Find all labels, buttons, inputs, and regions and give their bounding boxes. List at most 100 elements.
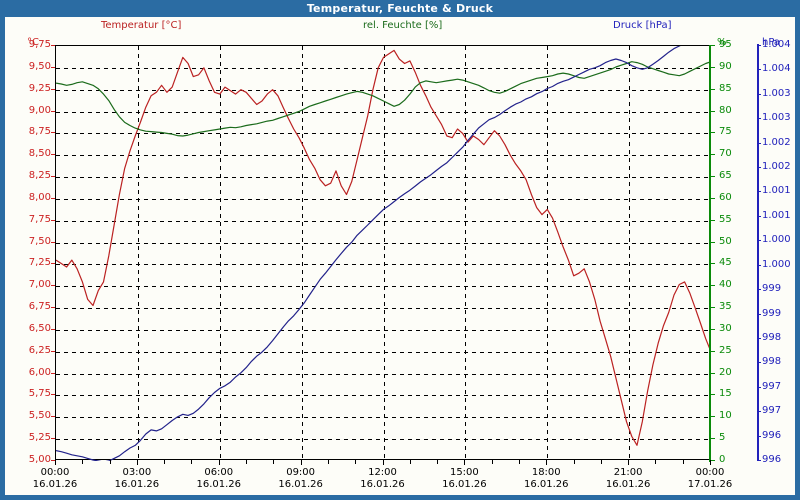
temperature-tick-mark [51,285,55,287]
humidity-tick-label: 20 [719,366,732,378]
temperature-tick-label: 9,75 [28,39,51,50]
time-tick-mark [164,460,166,464]
humidity-tick-mark [711,241,715,243]
pressure-tick-mark [757,240,761,242]
pressure-tick-label: 998 [762,356,782,368]
temperature-tick-mark [51,263,55,265]
time-tick-mark [136,460,138,465]
pressure-tick-label: 1.001 [762,209,791,221]
time-tick-mark [710,460,711,465]
humidity-tick-label: 0 [719,454,726,465]
temperature-tick-mark [51,438,55,440]
humidity-tick-mark [711,154,715,156]
humidity-tick-mark [711,88,715,90]
pressure-tick-mark [757,460,761,461]
temperature-tick-mark [51,241,55,243]
time-axis-label-time: 12:00 [368,467,397,478]
temperature-tick-label: 6,50 [28,322,51,334]
time-axis-label: 12:00 16.01.26 [348,467,418,491]
temperature-tick-mark [51,176,55,178]
temperature-tick-mark [51,416,55,418]
time-tick-mark [109,460,111,464]
temperature-tick-label: 5,50 [28,410,51,422]
pressure-axis-spine [757,44,759,461]
pressure-tick-label: 1.003 [762,87,791,99]
pressure-tick-label: 997 [762,405,782,417]
temperature-tick-label: 8,25 [28,170,51,182]
time-axis-label: 18:00 16.01.26 [511,467,581,491]
plot-series [56,46,711,461]
time-tick-mark [55,460,56,465]
pressure-tick-label: 1.002 [762,136,791,148]
humidity-tick-mark [711,197,715,199]
temperature-tick-mark [51,460,55,461]
time-axis-label: 15:00 16.01.26 [429,467,499,491]
time-axis-label-time: 06:00 [204,467,234,478]
pressure-tick-mark [757,313,761,315]
temperature-tick-label: 9,50 [28,60,51,72]
pressure-tick-label: 1.000 [762,234,791,246]
temperature-tick-mark [51,66,55,68]
temperature-tick-mark [51,197,55,199]
humidity-tick-mark [711,176,715,178]
time-axis-label: 21:00 16.01.26 [593,467,663,491]
time-tick-mark [382,460,384,465]
pressure-tick-label: 996 [762,454,782,465]
humidity-tick-label: 25 [719,344,732,356]
humidity-tick-mark [711,219,715,221]
pressure-tick-mark [757,215,761,217]
humidity-tick-mark [711,263,715,265]
series-line-pressure [56,46,681,461]
temperature-tick-label: 7,75 [28,213,51,225]
temperature-tick-mark [51,219,55,221]
humidity-axis: 95 90 85 80 75 70 65 60 55 50 45 40 35 30 25 20 15 10 5 0 [719,40,759,465]
window-titlebar: Temperatur, Feuchte & Druck [0,0,800,17]
humidity-tick-mark [711,66,715,68]
pressure-tick-mark [757,435,761,437]
temperature-tick-mark [51,132,55,134]
pressure-axis: 1.004 1.004 1.003 1.003 1.002 1.002 1.001 1.001… [762,40,795,465]
pressure-tick-mark [757,411,761,413]
humidity-tick-mark [711,394,715,396]
time-tick-mark [409,460,411,464]
humidity-tick-mark [711,285,715,287]
time-tick-mark [573,460,575,464]
humidity-tick-label: 35 [719,301,732,313]
pressure-tick-label: 997 [762,380,782,392]
pressure-tick-mark [757,386,761,388]
time-tick-mark [437,460,439,464]
time-tick-mark [628,460,630,465]
temperature-tick-label: 7,25 [28,257,51,269]
humidity-tick-label: 75 [719,126,732,138]
temperature-tick-label: 8,50 [28,148,51,160]
pressure-tick-mark [757,69,761,71]
humidity-tick-label: 60 [719,191,732,203]
humidity-tick-label: 15 [719,388,732,400]
temperature-tick-mark [51,45,55,46]
humidity-tick-label: 45 [719,257,732,269]
time-axis-label: 03:00 16.01.26 [102,467,172,491]
time-axis-label-date: 16.01.26 [114,479,160,490]
pressure-tick-label: 1.000 [762,258,791,270]
legend-humidity: rel. Feuchte [%] [363,20,443,31]
pressure-tick-label: 1.004 [762,63,791,75]
time-axis-label-date: 16.01.26 [278,479,323,490]
temperature-tick-label: 5,00 [28,454,51,465]
time-axis-label-time: 00:00 [40,467,70,478]
time-tick-mark [655,460,657,464]
pressure-tick-mark [757,264,761,266]
time-axis-label-time: 03:00 [122,467,152,478]
humidity-tick-mark [711,438,715,440]
time-axis: 00:00 16.01.26 03:00 16.01.26 06:00 16.01.26 0… [33,460,732,491]
humidity-tick-mark [711,350,715,352]
temperature-tick-mark [51,110,55,112]
time-tick-mark [682,460,684,464]
humidity-tick-label: 85 [719,82,732,94]
time-tick-mark [518,460,520,464]
time-axis-label: 00:00 16.01.26 [20,467,90,491]
series-line-temperature [56,49,711,446]
temperature-tick-label: 5,25 [28,432,51,444]
chart-canvas: Temperatur [°C] rel. Feuchte [%] Druck [… [5,17,795,495]
time-tick-mark [273,460,275,464]
humidity-tick-label: 55 [719,213,732,225]
